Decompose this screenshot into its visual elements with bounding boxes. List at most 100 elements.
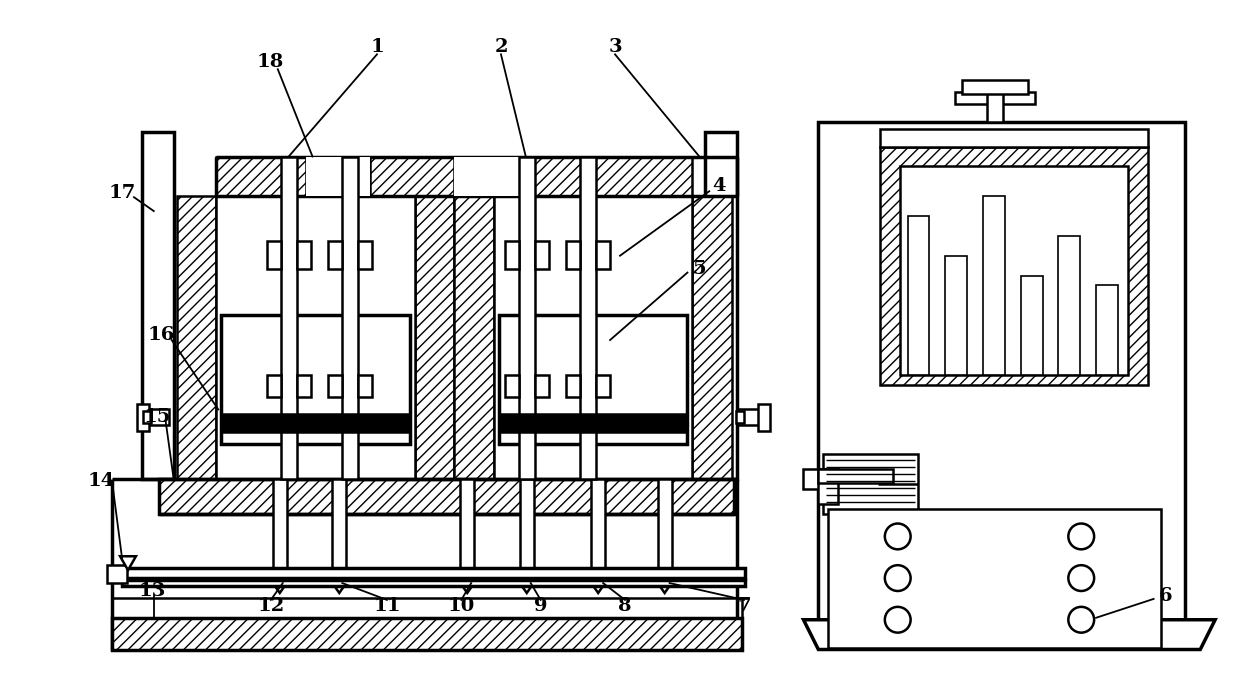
Text: 5: 5 — [693, 260, 706, 278]
Bar — [147, 409, 169, 425]
Bar — [138, 403, 149, 431]
Text: 3: 3 — [608, 38, 622, 56]
Bar — [415, 196, 455, 479]
Circle shape — [1068, 607, 1094, 633]
Circle shape — [885, 565, 911, 591]
Bar — [1058, 236, 1080, 374]
Bar — [596, 374, 610, 396]
Polygon shape — [332, 583, 346, 593]
Polygon shape — [461, 583, 475, 593]
Bar — [880, 146, 1147, 385]
Text: 1: 1 — [370, 38, 384, 56]
Bar — [824, 454, 918, 514]
Bar — [177, 196, 217, 479]
Bar — [819, 469, 839, 504]
Bar — [281, 157, 296, 479]
Bar — [266, 241, 281, 269]
Text: 10: 10 — [447, 597, 475, 615]
Bar — [306, 157, 370, 196]
Bar — [880, 128, 1147, 146]
Text: 4: 4 — [712, 177, 726, 195]
Bar — [370, 157, 455, 196]
Bar — [1097, 286, 1118, 374]
Bar — [358, 374, 372, 396]
Text: 17: 17 — [109, 184, 136, 202]
Bar — [738, 409, 760, 425]
Bar — [217, 157, 306, 196]
Bar — [296, 241, 311, 269]
Polygon shape — [273, 583, 286, 593]
Text: 13: 13 — [138, 582, 166, 600]
Bar — [758, 403, 769, 431]
Bar — [535, 241, 549, 269]
Bar — [142, 132, 173, 479]
Bar — [328, 241, 342, 269]
Bar — [566, 241, 580, 269]
Bar — [908, 216, 929, 374]
Bar — [535, 374, 549, 396]
Bar — [273, 479, 286, 583]
Bar — [705, 132, 737, 479]
Bar — [217, 196, 415, 479]
Polygon shape — [591, 583, 605, 593]
Bar — [328, 374, 342, 396]
Bar — [829, 508, 1161, 648]
Text: 6: 6 — [1158, 587, 1172, 605]
Bar — [494, 196, 693, 479]
Bar — [900, 166, 1127, 374]
Bar — [506, 241, 519, 269]
Bar — [506, 374, 519, 396]
Bar — [736, 412, 743, 423]
Bar — [955, 92, 1035, 104]
Text: 2: 2 — [494, 38, 508, 56]
Circle shape — [1068, 523, 1094, 550]
Bar — [113, 618, 742, 649]
Circle shape — [885, 523, 911, 550]
Bar — [222, 414, 410, 432]
Text: 18: 18 — [256, 54, 284, 71]
Bar — [113, 598, 742, 620]
Bar — [455, 157, 519, 196]
Bar — [1021, 275, 1042, 374]
Text: 9: 9 — [534, 597, 548, 615]
Text: 12: 12 — [258, 597, 285, 615]
Bar — [461, 479, 475, 583]
Bar — [296, 374, 311, 396]
Bar — [819, 469, 893, 483]
Bar — [658, 479, 672, 583]
Bar — [123, 580, 745, 586]
Bar — [519, 157, 535, 479]
Bar — [520, 479, 534, 583]
Bar — [342, 157, 358, 479]
Bar — [580, 157, 596, 479]
Bar — [499, 315, 688, 444]
Bar — [591, 479, 605, 583]
Bar — [693, 196, 732, 479]
Bar — [566, 374, 580, 396]
Polygon shape — [120, 556, 136, 570]
Text: 16: 16 — [147, 326, 176, 344]
Bar — [819, 122, 1186, 628]
Bar — [987, 92, 1002, 122]
Polygon shape — [520, 583, 534, 593]
Circle shape — [885, 607, 911, 633]
Bar — [142, 412, 151, 423]
Bar — [266, 374, 281, 396]
Bar — [108, 565, 128, 583]
Bar — [455, 196, 494, 479]
Bar — [499, 414, 688, 432]
Bar — [596, 241, 610, 269]
Bar — [222, 315, 410, 444]
Circle shape — [1068, 565, 1094, 591]
Bar — [332, 479, 346, 583]
Bar — [963, 80, 1027, 94]
Text: 14: 14 — [88, 472, 115, 490]
Bar — [159, 479, 733, 514]
Text: 7: 7 — [737, 597, 751, 615]
Polygon shape — [658, 583, 672, 593]
Polygon shape — [804, 620, 1215, 649]
Bar — [983, 196, 1005, 374]
Bar — [804, 469, 825, 489]
Text: 15: 15 — [142, 408, 171, 427]
Text: 11: 11 — [373, 597, 400, 615]
